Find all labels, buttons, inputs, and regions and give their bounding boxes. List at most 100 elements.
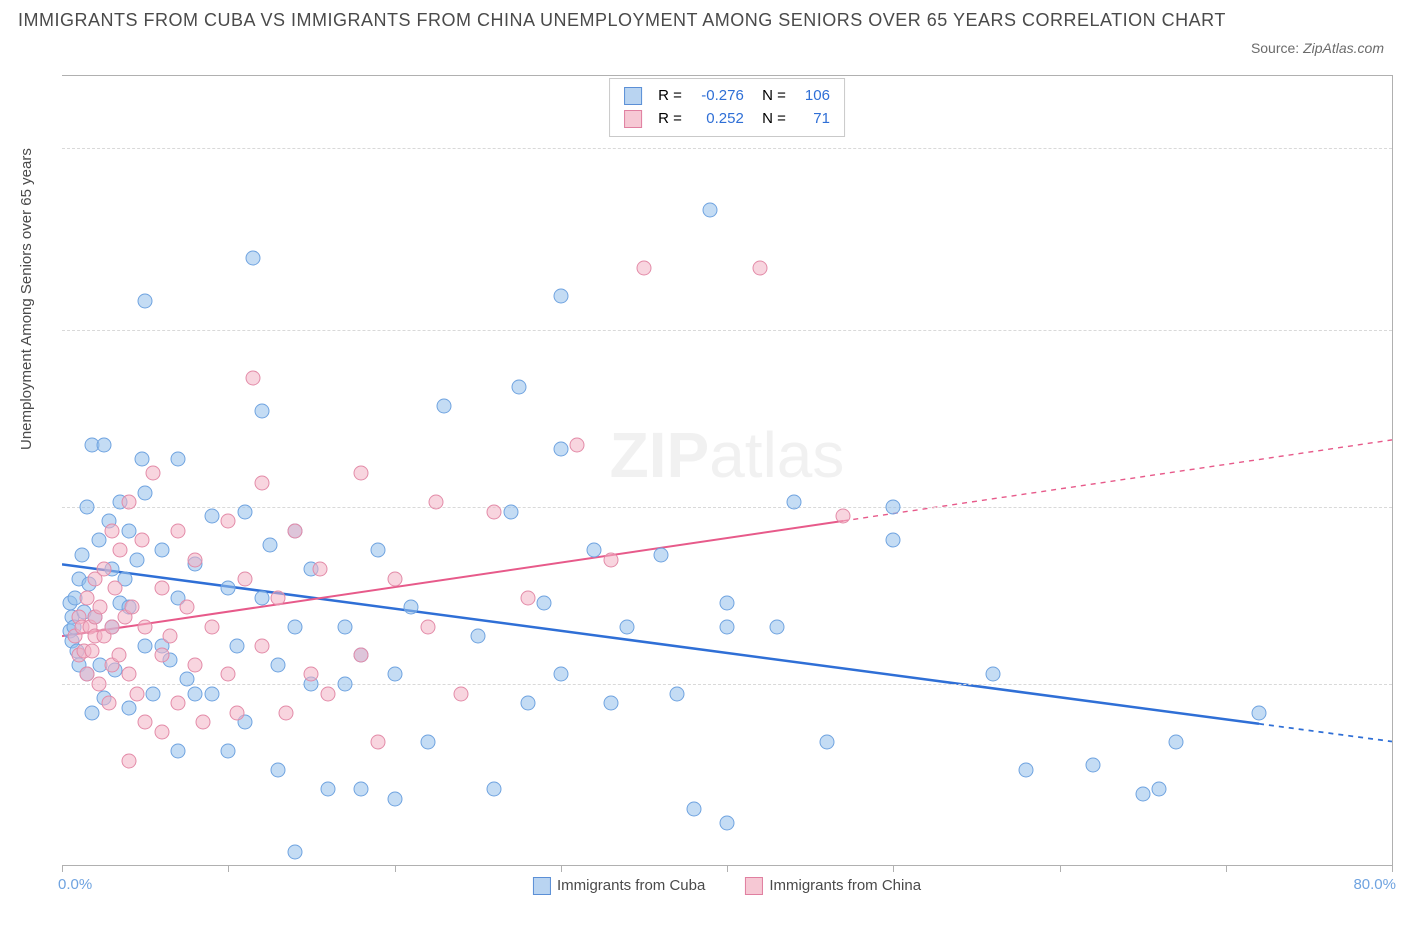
data-point-china: [163, 629, 178, 644]
data-point-china: [229, 705, 244, 720]
data-point-china: [287, 523, 302, 538]
data-point-china: [354, 648, 369, 663]
stat-r-china: 0.252: [692, 108, 744, 131]
data-point-china: [134, 533, 149, 548]
data-point-cuba: [503, 504, 518, 519]
data-point-china: [204, 619, 219, 634]
data-point-cuba: [587, 543, 602, 558]
data-point-cuba: [221, 744, 236, 759]
legend-label-cuba: Immigrants from Cuba: [557, 877, 705, 894]
y-axis-label: Unemployment Among Seniors over 65 years: [18, 148, 35, 450]
data-point-cuba: [154, 543, 169, 558]
data-point-cuba: [420, 734, 435, 749]
data-point-cuba: [91, 533, 106, 548]
gridline: [62, 148, 1392, 149]
data-point-china: [104, 523, 119, 538]
x-tick: [1392, 866, 1393, 872]
data-point-china: [154, 724, 169, 739]
data-point-cuba: [404, 600, 419, 615]
data-point-china: [138, 715, 153, 730]
data-point-cuba: [204, 686, 219, 701]
data-point-china: [429, 495, 444, 510]
data-point-china: [188, 552, 203, 567]
data-point-china: [246, 370, 261, 385]
data-point-cuba: [138, 638, 153, 653]
data-point-cuba: [1152, 782, 1167, 797]
data-point-cuba: [986, 667, 1001, 682]
data-point-cuba: [74, 547, 89, 562]
data-point-cuba: [79, 499, 94, 514]
data-point-cuba: [553, 442, 568, 457]
data-point-cuba: [171, 744, 186, 759]
swatch-blue-icon: [624, 87, 642, 105]
data-point-china: [603, 552, 618, 567]
data-point-cuba: [1252, 705, 1267, 720]
data-point-cuba: [134, 452, 149, 467]
data-point-china: [138, 619, 153, 634]
data-point-cuba: [603, 696, 618, 711]
data-point-cuba: [287, 844, 302, 859]
chart-title: IMMIGRANTS FROM CUBA VS IMMIGRANTS FROM …: [18, 8, 1386, 33]
data-point-cuba: [553, 667, 568, 682]
data-point-china: [354, 466, 369, 481]
data-point-cuba: [886, 499, 901, 514]
data-point-china: [111, 648, 126, 663]
data-point-china: [129, 686, 144, 701]
data-point-china: [570, 437, 585, 452]
data-point-china: [84, 643, 99, 658]
data-point-china: [124, 600, 139, 615]
x-tick: [1226, 866, 1227, 872]
stat-n-label: N =: [754, 108, 786, 131]
data-point-cuba: [337, 677, 352, 692]
data-point-china: [188, 657, 203, 672]
chart-area: ZIPatlas R = -0.276 N = 106 R = 0.252 N …: [62, 75, 1392, 865]
data-point-china: [454, 686, 469, 701]
x-axis-min-label: 0.0%: [58, 876, 92, 893]
data-point-cuba: [271, 657, 286, 672]
data-point-cuba: [121, 523, 136, 538]
data-point-cuba: [470, 629, 485, 644]
data-point-china: [237, 571, 252, 586]
data-point-china: [221, 667, 236, 682]
data-point-china: [171, 696, 186, 711]
data-point-china: [304, 667, 319, 682]
data-point-cuba: [287, 619, 302, 634]
stat-n-china: 71: [796, 108, 830, 131]
data-point-cuba: [321, 782, 336, 797]
data-point-china: [171, 523, 186, 538]
data-point-cuba: [370, 543, 385, 558]
data-point-china: [154, 581, 169, 596]
page: IMMIGRANTS FROM CUBA VS IMMIGRANTS FROM …: [0, 0, 1406, 930]
data-point-china: [104, 619, 119, 634]
stat-r-cuba: -0.276: [692, 85, 744, 108]
data-point-cuba: [487, 782, 502, 797]
gridline: [62, 684, 1392, 685]
data-point-china: [91, 677, 106, 692]
data-point-cuba: [271, 763, 286, 778]
data-point-china: [108, 581, 123, 596]
data-point-china: [221, 514, 236, 529]
data-point-china: [121, 667, 136, 682]
data-point-cuba: [138, 485, 153, 500]
data-point-cuba: [138, 294, 153, 309]
data-point-cuba: [254, 404, 269, 419]
data-point-cuba: [146, 686, 161, 701]
data-point-china: [121, 753, 136, 768]
data-point-cuba: [886, 533, 901, 548]
stat-n-label: N =: [754, 85, 786, 108]
data-point-cuba: [387, 667, 402, 682]
stat-row-china: R = 0.252 N = 71: [624, 108, 830, 131]
stat-r-label: R =: [658, 85, 682, 108]
data-point-china: [113, 543, 128, 558]
x-tick: [62, 866, 63, 872]
data-point-china: [154, 648, 169, 663]
legend-item-china: Immigrants from China: [745, 877, 921, 895]
regression-lines-layer: [62, 76, 1392, 866]
data-point-china: [420, 619, 435, 634]
data-point-cuba: [653, 547, 668, 562]
data-point-cuba: [337, 619, 352, 634]
data-point-cuba: [553, 289, 568, 304]
data-point-cuba: [84, 705, 99, 720]
data-point-china: [321, 686, 336, 701]
data-point-cuba: [520, 696, 535, 711]
